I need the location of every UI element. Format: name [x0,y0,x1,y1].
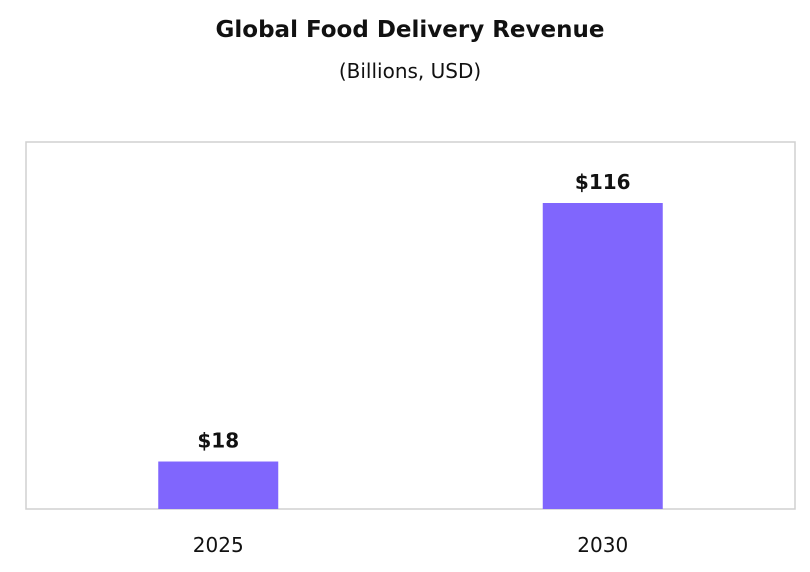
bar-2025 [158,461,279,509]
x-axis-tick-labels: 2025 2030 [193,533,628,557]
bar-2030 [542,203,663,509]
value-label-2025: $18 [197,429,239,453]
bars-group [158,203,663,509]
value-labels-group: $18 $116 [197,170,630,453]
chart-title: Global Food Delivery Revenue [216,17,605,43]
x-tick-label-2025: 2025 [193,533,244,557]
value-label-2030: $116 [575,170,631,194]
plot-area-frame [25,141,796,510]
x-tick-label-2030: 2030 [577,533,628,557]
chart-subtitle: (Billions, USD) [339,59,481,83]
